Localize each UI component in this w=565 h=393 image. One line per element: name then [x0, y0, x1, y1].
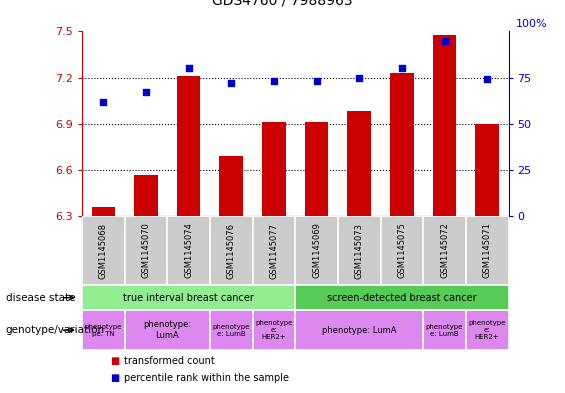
Bar [82, 216, 124, 285]
Text: disease state: disease state [6, 293, 75, 303]
Text: phenotype
e:
HER2+: phenotype e: HER2+ [255, 320, 293, 340]
Text: GSM1145072: GSM1145072 [440, 222, 449, 279]
Bar [466, 216, 509, 285]
Text: percentile rank within the sample: percentile rank within the sample [124, 373, 289, 383]
Point [184, 65, 193, 72]
Text: phenotype: LumA: phenotype: LumA [322, 326, 397, 334]
Text: genotype/variation: genotype/variation [6, 325, 105, 335]
Point [355, 75, 364, 81]
Bar [177, 76, 201, 216]
Text: ■: ■ [110, 373, 119, 383]
Text: phenotype
pe: TN: phenotype pe: TN [85, 323, 122, 337]
Bar [167, 216, 210, 285]
Bar [124, 216, 167, 285]
Text: phenotype
e:
HER2+: phenotype e: HER2+ [468, 320, 506, 340]
Bar [295, 285, 508, 310]
Text: true interval breast cancer: true interval breast cancer [123, 293, 254, 303]
Bar [433, 35, 457, 216]
Bar [253, 216, 295, 285]
Text: phenotype
e: LumB: phenotype e: LumB [426, 323, 463, 337]
Bar [423, 216, 466, 285]
Text: GSM1145068: GSM1145068 [99, 222, 108, 279]
Point [312, 78, 321, 84]
Text: transformed count: transformed count [124, 356, 215, 366]
Bar [475, 124, 499, 216]
Text: GSM1145077: GSM1145077 [270, 222, 279, 279]
Point [141, 89, 150, 95]
Text: ■: ■ [110, 356, 119, 366]
Text: phenotype
e: LumB: phenotype e: LumB [212, 323, 250, 337]
Bar [219, 156, 243, 216]
Bar [305, 122, 328, 216]
Bar [92, 207, 115, 216]
Text: GSM1145070: GSM1145070 [141, 222, 150, 279]
Point [99, 99, 108, 105]
Text: 100%: 100% [515, 18, 547, 29]
Bar [82, 310, 124, 350]
Text: GSM1145071: GSM1145071 [483, 222, 492, 279]
Point [440, 38, 449, 44]
Bar [390, 73, 414, 216]
Bar [338, 216, 381, 285]
Point [483, 76, 492, 83]
Text: GSM1145075: GSM1145075 [397, 222, 406, 279]
Bar [82, 285, 295, 310]
Bar [124, 310, 210, 350]
Text: GSM1145076: GSM1145076 [227, 222, 236, 279]
Text: screen-detected breast cancer: screen-detected breast cancer [327, 293, 477, 303]
Text: GDS4760 / 7988963: GDS4760 / 7988963 [212, 0, 353, 8]
Text: GSM1145069: GSM1145069 [312, 222, 321, 279]
Text: phenotype:
LumA: phenotype: LumA [143, 320, 192, 340]
Text: GSM1145074: GSM1145074 [184, 222, 193, 279]
Bar [381, 216, 423, 285]
Bar [295, 216, 338, 285]
Point [227, 80, 236, 86]
Bar [253, 310, 295, 350]
Bar [210, 310, 253, 350]
Point [397, 65, 406, 72]
Bar [210, 216, 253, 285]
Bar [134, 174, 158, 216]
Point [270, 78, 279, 84]
Bar [423, 310, 466, 350]
Bar [295, 310, 423, 350]
Text: GSM1145073: GSM1145073 [355, 222, 364, 279]
Bar [347, 112, 371, 216]
Bar [466, 310, 509, 350]
Bar [262, 122, 286, 216]
